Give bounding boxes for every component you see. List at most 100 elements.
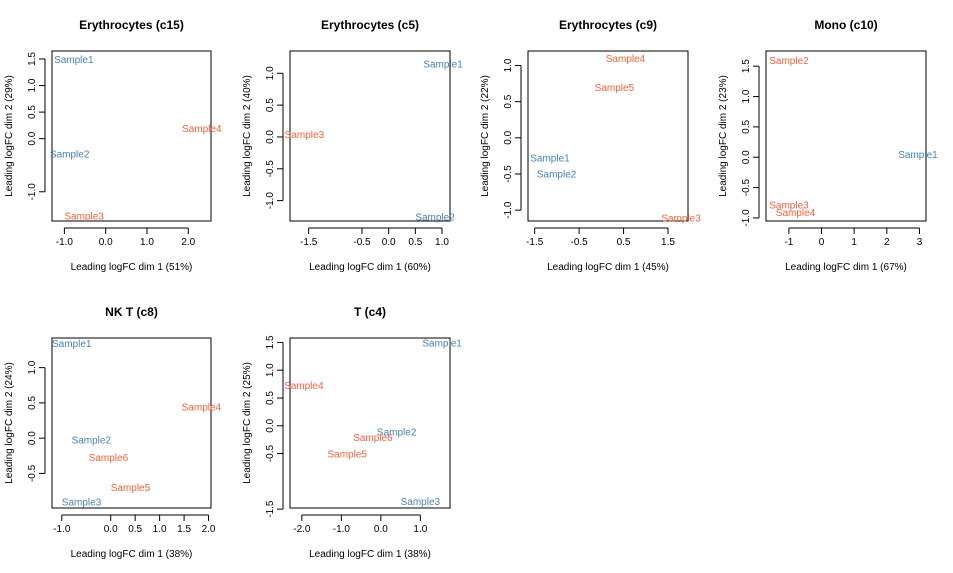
x-tick-label: 1 — [851, 237, 857, 248]
sample-label: Sample4 — [606, 54, 646, 65]
y-axis-label: Leading logFC dim 2 (40%) — [242, 75, 253, 197]
sample-label: Sample4 — [776, 208, 816, 219]
x-tick-label: -1.5 — [526, 237, 544, 248]
y-tick-label: 0.0 — [503, 130, 514, 144]
y-axis-label: Leading logFC dim 2 (24%) — [4, 362, 15, 484]
x-tick-label: 1.0 — [435, 237, 449, 248]
y-tick-label: 1.5 — [265, 335, 276, 349]
chart-panel-1: Erythrocytes (c15) -1.0 0.0 1.0 2.0 Leading l… — [4, 18, 222, 273]
x-tick-label: 0.5 — [617, 237, 631, 248]
chart-title: Erythrocytes (c5) — [321, 18, 419, 32]
sample-label: Sample4 — [182, 402, 222, 413]
sample-label: Sample3 — [661, 213, 701, 224]
sample-label: Sample2 — [72, 436, 112, 447]
chart-title: Erythrocytes (c9) — [559, 18, 657, 32]
sample-label: Sample6 — [353, 433, 393, 444]
x-axis-label: Leading logFC dim 1 (60%) — [309, 262, 431, 273]
y-tick-label: -0.5 — [265, 445, 276, 463]
sample-label: Sample5 — [328, 450, 368, 461]
x-tick-label: 2 — [884, 237, 890, 248]
x-axis-label: Leading logFC dim 1 (67%) — [785, 262, 907, 273]
x-tick-label: 2.0 — [202, 524, 216, 535]
chart-title: Erythrocytes (c15) — [79, 18, 184, 32]
y-tick-label: 1.0 — [503, 58, 514, 72]
sample-label: Sample3 — [401, 497, 441, 508]
sample-label: Sample1 — [52, 339, 92, 350]
x-tick-label: -2.0 — [293, 524, 311, 535]
sample-label: Sample6 — [89, 453, 129, 464]
sample-label: Sample1 — [530, 153, 570, 164]
x-tick-label: -1.0 — [56, 237, 74, 248]
x-tick-label: -1.0 — [333, 524, 351, 535]
sample-label: Sample2 — [537, 169, 577, 180]
x-tick-label: 0.5 — [408, 237, 422, 248]
sample-label: Sample4 — [182, 124, 222, 135]
y-tick-label: 1.0 — [27, 360, 38, 374]
sample-label: Sample2 — [50, 150, 90, 161]
y-tick-label: 1.0 — [27, 78, 38, 92]
plot-frame — [765, 50, 927, 222]
plot-frame — [289, 50, 451, 222]
chart-panel-6: T (c4) -2.0 -1.0 0.0 1.0 Leading logFC dim 1 … — [242, 305, 462, 560]
chart-panel-4: Mono (c10) -1 0 1 2 3 Leading logFC dim 1 (67%… — [718, 18, 938, 273]
x-tick-label: 0.0 — [99, 237, 113, 248]
y-tick-label: -0.5 — [265, 160, 276, 178]
x-axis-label: Leading logFC dim 1 (45%) — [547, 262, 669, 273]
x-axis-label: Leading logFC dim 1 (38%) — [309, 549, 431, 560]
y-tick-label: 0.0 — [265, 130, 276, 144]
y-axis-label: Leading logFC dim 2 (23%) — [718, 75, 729, 197]
y-axis-label: Leading logFC dim 2 (22%) — [480, 75, 491, 197]
chart-panel-2: Erythrocytes (c5) -1.5 -0.5 0.0 0.5 1.0 Leadin… — [242, 18, 463, 273]
sample-label: Sample1 — [422, 338, 462, 349]
y-tick-label: 0.0 — [741, 150, 752, 164]
chart-panel-3: Erythrocytes (c9) -1.5 -0.5 0.5 1.5 Leading l… — [480, 18, 701, 273]
x-tick-label: -0.5 — [570, 237, 588, 248]
y-tick-label: 0.5 — [741, 120, 752, 134]
x-tick-label: 0 — [819, 237, 825, 248]
chart-panel-5: NK T (c8) -1.0 0.0 0.5 1.0 1.5 2.0 Leading logF… — [4, 305, 222, 560]
sample-label: Sample1 — [898, 150, 938, 161]
x-tick-label: 0.0 — [374, 524, 388, 535]
y-tick-label: -0.5 — [27, 464, 38, 482]
y-tick-label: 0.0 — [27, 431, 38, 445]
y-tick-label: -1.0 — [265, 192, 276, 210]
sample-label: Sample2 — [769, 56, 809, 67]
x-tick-label: 3 — [917, 237, 923, 248]
y-axis-label: Leading logFC dim 2 (25%) — [242, 362, 253, 484]
y-tick-label: 1.5 — [27, 52, 38, 66]
x-tick-label: 1.0 — [153, 524, 167, 535]
y-tick-label: -0.5 — [741, 179, 752, 197]
x-tick-label: -1.5 — [300, 237, 318, 248]
x-tick-label: 1.0 — [140, 237, 154, 248]
x-axis-label: Leading logFC dim 1 (38%) — [71, 549, 193, 560]
y-tick-label: -1.5 — [265, 500, 276, 518]
x-tick-label: 1.0 — [413, 524, 427, 535]
sample-label: Sample1 — [54, 55, 94, 66]
chart-title: NK T (c8) — [105, 305, 158, 319]
plot-frame — [51, 337, 212, 509]
sample-label: Sample4 — [284, 381, 324, 392]
sample-label: Sample5 — [111, 483, 151, 494]
sample-label: Sample3 — [285, 130, 325, 141]
sample-label: Sample3 — [64, 212, 104, 223]
x-axis-label: Leading logFC dim 1 (51%) — [71, 262, 193, 273]
x-tick-label: -1 — [784, 237, 793, 248]
y-tick-label: 0.0 — [27, 131, 38, 145]
x-tick-label: 0.5 — [128, 524, 142, 535]
sample-label: Sample2 — [415, 213, 455, 224]
x-tick-label: -1.0 — [53, 524, 71, 535]
y-tick-label: 0.5 — [27, 105, 38, 119]
y-tick-label: 0.5 — [503, 94, 514, 108]
y-tick-label: 1.0 — [265, 66, 276, 80]
plot-frame — [527, 50, 689, 222]
sample-label: Sample2 — [377, 427, 417, 438]
chart-title: Mono (c10) — [814, 18, 877, 32]
y-tick-label: 0.5 — [265, 98, 276, 112]
sample-label: Sample5 — [595, 83, 635, 94]
y-tick-label: 0.5 — [27, 396, 38, 410]
y-tick-label: 1.0 — [265, 363, 276, 377]
sample-label: Sample3 — [62, 498, 102, 509]
x-tick-label: 2.0 — [181, 237, 195, 248]
y-tick-label: -0.5 — [503, 165, 514, 183]
